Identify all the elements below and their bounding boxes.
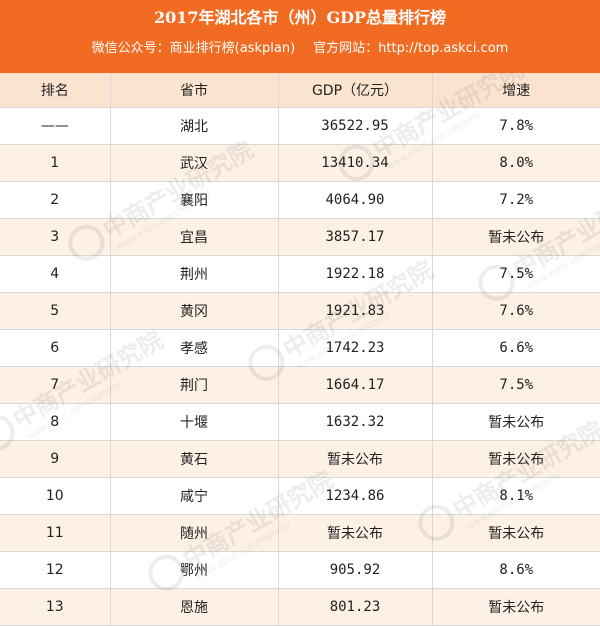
table-row: 10 咸宁 1234.86 8.1% [0, 477, 600, 515]
table-row: 13 恩施 801.23 暂未公布 [0, 588, 600, 626]
column-header-rank: 排名 [0, 73, 111, 108]
city-cell: 十堰 [110, 403, 279, 441]
rank-cell: 4 [0, 255, 111, 293]
column-header-growth: 增速 [432, 73, 600, 108]
city-cell: 随州 [110, 514, 279, 552]
growth-cell: 7.8% [432, 107, 600, 145]
gdp-cell: 1742.23 [278, 329, 433, 367]
gdp-cell: 1234.86 [278, 477, 433, 515]
growth-cell: 7.5% [432, 255, 600, 293]
rank-cell: 8 [0, 403, 111, 441]
city-cell: 湖北 [110, 107, 279, 145]
column-header-city: 省市 [110, 73, 279, 108]
city-cell: 恩施 [110, 588, 279, 626]
gdp-cell: 4064.90 [278, 181, 433, 219]
source-line: 微信公众号：商业排行榜(askplan) 官方网站：http://top.askc… [0, 38, 600, 60]
rank-cell: 1 [0, 144, 111, 182]
city-cell: 荆州 [110, 255, 279, 293]
rank-cell: 7 [0, 366, 111, 404]
growth-cell: 7.5% [432, 366, 600, 404]
growth-cell: 暂未公布 [432, 588, 600, 626]
table-row: 1 武汉 13410.34 8.0% [0, 144, 600, 182]
city-cell: 咸宁 [110, 477, 279, 515]
gdp-cell: 36522.95 [278, 107, 433, 145]
table-row: 6 孝感 1742.23 6.6% [0, 329, 600, 367]
rank-cell: —— [0, 107, 111, 145]
growth-cell: 6.6% [432, 329, 600, 367]
rank-cell: 9 [0, 440, 111, 478]
city-cell: 襄阳 [110, 181, 279, 219]
growth-cell: 8.0% [432, 144, 600, 182]
growth-cell: 暂未公布 [432, 514, 600, 552]
gdp-cell: 1921.83 [278, 292, 433, 330]
rank-cell: 12 [0, 551, 111, 589]
growth-cell: 8.6% [432, 551, 600, 589]
rank-cell: 3 [0, 218, 111, 256]
rank-cell: 13 [0, 588, 111, 626]
city-cell: 武汉 [110, 144, 279, 182]
city-cell: 鄂州 [110, 551, 279, 589]
table-row: 9 黄石 暂未公布 暂未公布 [0, 440, 600, 478]
column-header-gdp: GDP（亿元） [278, 73, 433, 108]
growth-cell: 暂未公布 [432, 403, 600, 441]
growth-cell: 暂未公布 [432, 440, 600, 478]
header-banner: 2017年湖北各市（州）GDP总量排行榜 微信公众号：商业排行榜(askplan… [0, 0, 600, 73]
growth-cell: 暂未公布 [432, 218, 600, 256]
growth-cell: 7.6% [432, 292, 600, 330]
table-row: 5 黄冈 1921.83 7.6% [0, 292, 600, 330]
official-website: 官方网站：http://top.askci.com [313, 41, 509, 56]
table-row: 3 宜昌 3857.17 暂未公布 [0, 218, 600, 256]
rank-cell: 10 [0, 477, 111, 515]
gdp-cell: 801.23 [278, 588, 433, 626]
city-cell: 黄石 [110, 440, 279, 478]
table-row: 11 随州 暂未公布 暂未公布 [0, 514, 600, 552]
table-row: 12 鄂州 905.92 8.6% [0, 551, 600, 589]
growth-cell: 7.2% [432, 181, 600, 219]
table-header-row: 排名 省市 GDP（亿元） 增速 [0, 73, 600, 108]
wechat-account: 微信公众号：商业排行榜(askplan) [91, 41, 296, 56]
table-row: 7 荆门 1664.17 7.5% [0, 366, 600, 404]
gdp-cell: 1664.17 [278, 366, 433, 404]
city-cell: 荆门 [110, 366, 279, 404]
growth-cell: 8.1% [432, 477, 600, 515]
gdp-cell: 13410.34 [278, 144, 433, 182]
rank-cell: 2 [0, 181, 111, 219]
city-cell: 孝感 [110, 329, 279, 367]
gdp-cell: 暂未公布 [278, 514, 433, 552]
rank-cell: 6 [0, 329, 111, 367]
table-row: 2 襄阳 4064.90 7.2% [0, 181, 600, 219]
gdp-ranking-table: 排名 省市 GDP（亿元） 增速 —— 湖北 36522.95 7.8% 1 武汉 1341… [0, 73, 600, 626]
table-row: —— 湖北 36522.95 7.8% [0, 107, 600, 145]
gdp-cell: 3857.17 [278, 218, 433, 256]
gdp-cell: 1632.32 [278, 403, 433, 441]
gdp-cell: 1922.18 [278, 255, 433, 293]
gdp-cell: 905.92 [278, 551, 433, 589]
table-row: 8 十堰 1632.32 暂未公布 [0, 403, 600, 441]
rank-cell: 11 [0, 514, 111, 552]
city-cell: 宜昌 [110, 218, 279, 256]
table-row: 4 荆州 1922.18 7.5% [0, 255, 600, 293]
page-title: 2017年湖北各市（州）GDP总量排行榜 [153, 8, 447, 27]
city-cell: 黄冈 [110, 292, 279, 330]
gdp-cell: 暂未公布 [278, 440, 433, 478]
rank-cell: 5 [0, 292, 111, 330]
